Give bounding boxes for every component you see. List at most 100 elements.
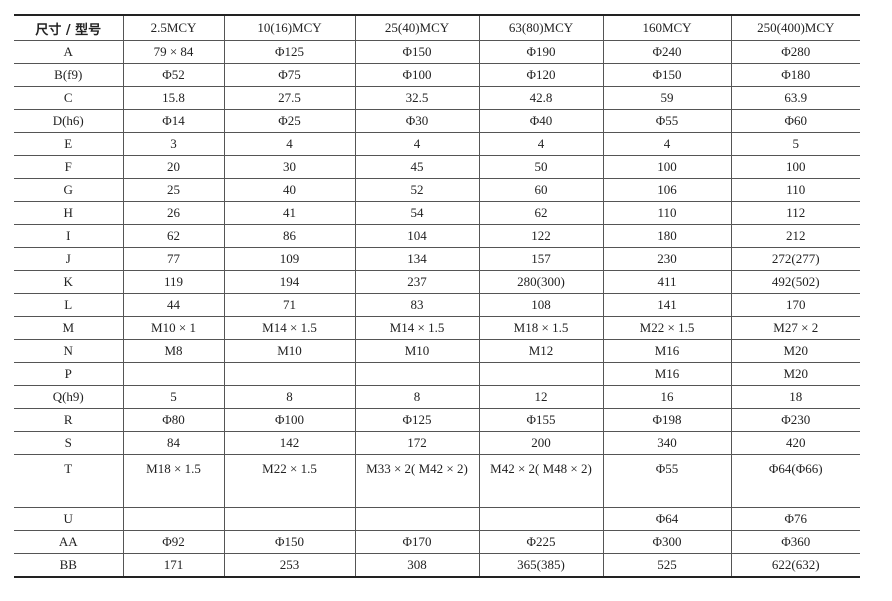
table-cell: 86 [223,224,356,248]
table-cell: Φ60 [730,109,860,133]
dimension-table: 尺寸 / 型号 2.5MCY 10(16)MCY 25(40)MCY 63(80)MCY… [14,14,860,578]
table-cell: M10 [354,339,480,363]
table-cell: Φ30 [354,109,480,133]
table-cell: 62 [478,201,604,225]
table-row: F 20 30 45 50 100 100 [14,155,860,179]
table-row: N M8 M10 M10 M12 M16 M20 [14,339,860,363]
table-row: T M18 × 1.5 M22 × 1.5 M33 × 2( M42 × 2) M42 … [14,454,860,508]
row-label: S [14,431,124,455]
table-row: J 77 109 134 157 230 272(277) [14,247,860,271]
table-cell: 157 [478,247,604,271]
row-label: G [14,178,124,202]
header-model: 10(16)MCY [223,14,356,41]
table-cell: M22 × 1.5 [602,316,732,340]
table-cell: 27.5 [223,86,356,110]
table-row: I 62 86 104 122 180 212 [14,224,860,248]
table-cell: 110 [602,201,732,225]
row-label: I [14,224,124,248]
table-row: U Φ64 Φ76 [14,507,860,531]
table-cell [478,507,604,531]
table-cell: 77 [122,247,225,271]
table-row: AA Φ92 Φ150 Φ170 Φ225 Φ300 Φ360 [14,530,860,554]
table-cell: Φ64 [602,507,732,531]
table-row: S 84 142 172 200 340 420 [14,431,860,455]
table-cell: 18 [730,385,860,409]
table-cell: 60 [478,178,604,202]
table-cell: 420 [730,431,860,455]
table-cell: 52 [354,178,480,202]
table-cell [122,507,225,531]
row-label: N [14,339,124,363]
table-cell: 172 [354,431,480,455]
table-cell: Φ52 [122,63,225,87]
table-cell: 5 [122,385,225,409]
table-cell: Φ64(Φ66) [730,454,860,508]
table-cell: M27 × 2 [730,316,860,340]
table-cell: M14 × 1.5 [223,316,356,340]
table-cell: 104 [354,224,480,248]
table-cell: 8 [354,385,480,409]
header-model: 160MCY [602,14,732,41]
row-label: E [14,132,124,156]
header-model: 63(80)MCY [478,14,604,41]
table-row: Q(h9) 5 8 8 12 16 18 [14,385,860,409]
table-cell: 106 [602,178,732,202]
header-dimension-model: 尺寸 / 型号 [14,14,124,41]
table-cell: 71 [223,293,356,317]
table-cell: M33 × 2( M42 × 2) [354,454,480,508]
table-cell: 26 [122,201,225,225]
table-cell: Φ190 [478,40,604,64]
table-cell: 15.8 [122,86,225,110]
table-cell: 62 [122,224,225,248]
table-cell: M18 × 1.5 [478,316,604,340]
table-cell: 365(385) [478,553,604,578]
table-cell: 84 [122,431,225,455]
table-cell: 134 [354,247,480,271]
table-cell: 4 [602,132,732,156]
table-cell: Φ75 [223,63,356,87]
table-cell: 171 [122,553,225,578]
row-label: Q(h9) [14,385,124,409]
table-cell: Φ92 [122,530,225,554]
row-label: J [14,247,124,271]
row-label: U [14,507,124,531]
table-cell: Φ150 [223,530,356,554]
table-cell: M16 [602,362,732,386]
table-cell: 492(502) [730,270,860,294]
row-label: BB [14,553,124,578]
table-cell: Φ76 [730,507,860,531]
row-label: L [14,293,124,317]
table-row: K 119 194 237 280(300) 411 492(502) [14,270,860,294]
table-cell: 40 [223,178,356,202]
table-cell: 45 [354,155,480,179]
table-cell [223,507,356,531]
table-row: H 26 41 54 62 110 112 [14,201,860,225]
table-cell: 100 [730,155,860,179]
table-cell: 180 [602,224,732,248]
table-cell: Φ360 [730,530,860,554]
table-cell: 108 [478,293,604,317]
table-cell: Φ125 [223,40,356,64]
table-cell: 59 [602,86,732,110]
table-cell: Φ240 [602,40,732,64]
table-cell [354,507,480,531]
table-cell: 170 [730,293,860,317]
table-row: G 25 40 52 60 106 110 [14,178,860,202]
row-label: H [14,201,124,225]
table-cell: 44 [122,293,225,317]
table-cell: Φ225 [478,530,604,554]
row-label: A [14,40,124,64]
table-cell: 237 [354,270,480,294]
table-cell [478,362,604,386]
table-cell: Φ25 [223,109,356,133]
table-cell: 32.5 [354,86,480,110]
table-cell: Φ40 [478,109,604,133]
table-cell: 525 [602,553,732,578]
table-cell: 141 [602,293,732,317]
row-label: T [14,454,124,508]
table-row: P M16 M20 [14,362,860,386]
table-cell: 200 [478,431,604,455]
table-cell: 194 [223,270,356,294]
table-cell: M10 × 1 [122,316,225,340]
table-cell: 50 [478,155,604,179]
